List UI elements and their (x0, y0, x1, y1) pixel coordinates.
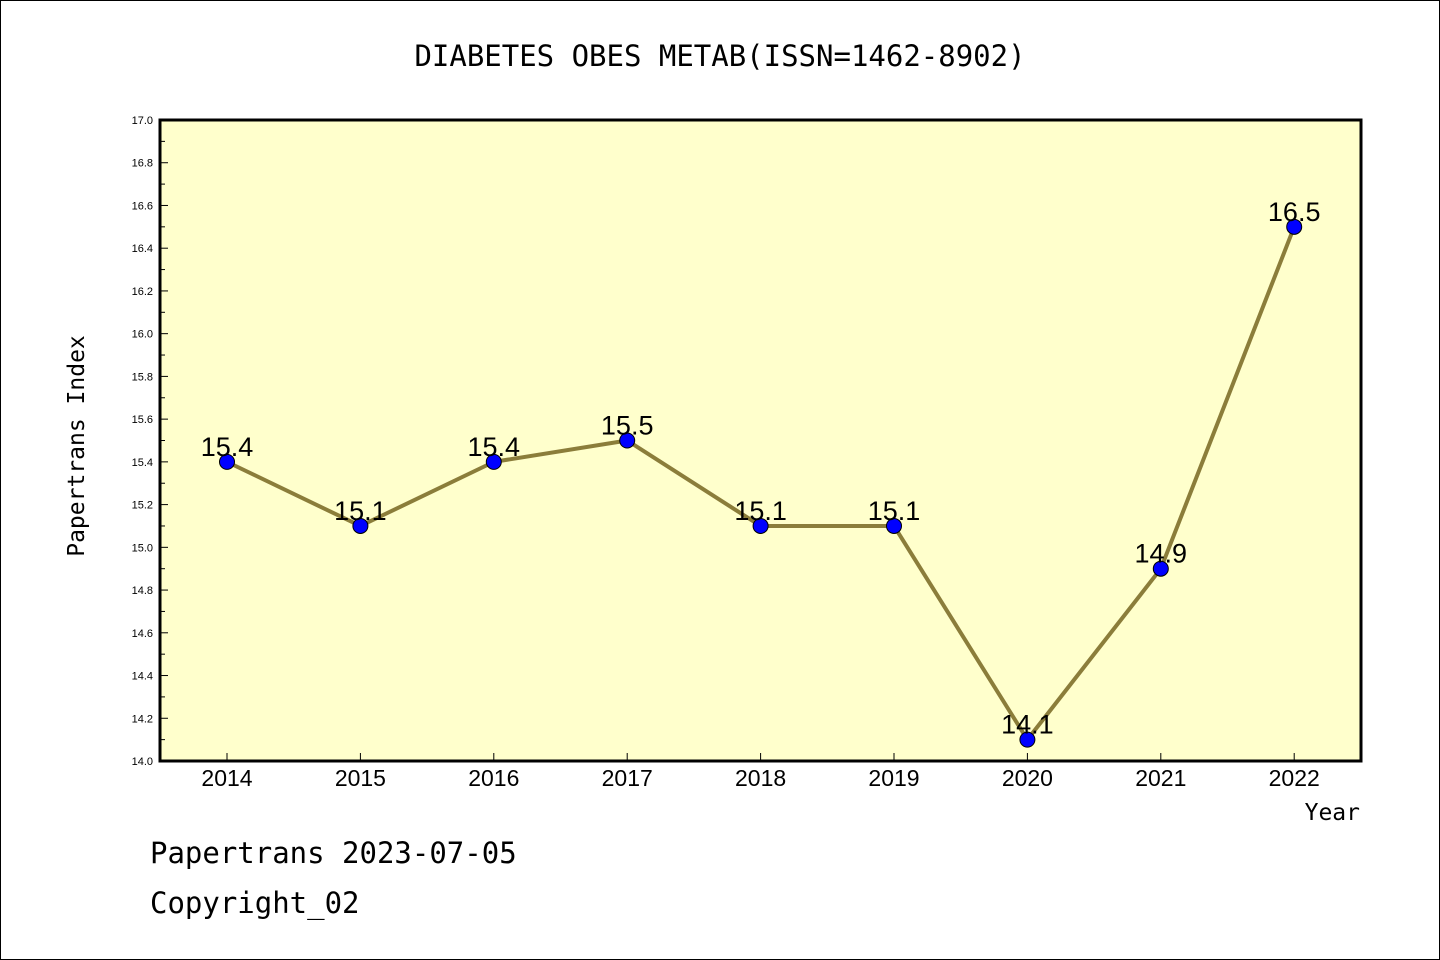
y-tick-label: 16.4 (132, 243, 153, 255)
data-label: 15.1 (868, 496, 921, 526)
y-tick-label: 15.0 (132, 542, 153, 554)
y-tick-label: 17.0 (132, 115, 153, 127)
x-tick-label: 2015 (335, 765, 386, 791)
plot-border (158, 118, 1363, 763)
x-tick-label: 2022 (1269, 765, 1320, 791)
y-tick-label: 15.4 (132, 457, 153, 469)
x-tick-label: 2018 (735, 765, 786, 791)
y-tick-label: 14.6 (132, 628, 153, 640)
data-point (886, 517, 902, 534)
y-tick-label: 14.2 (132, 713, 153, 725)
data-point (1019, 731, 1036, 748)
y-tick-label: 16.2 (132, 286, 153, 298)
data-label: 15.4 (201, 432, 254, 462)
y-tick-label: 14.8 (132, 585, 153, 597)
y-tick-label: 16.0 (132, 329, 153, 341)
data-label: 15.1 (734, 496, 787, 526)
y-tick-label: 14.4 (132, 671, 153, 683)
x-tick-label: 2019 (868, 765, 919, 791)
x-axis-ticks: 2014 2015 2016 2017 2018 2019 2020 2021 2022 (201, 753, 1320, 791)
y-tick-label: 16.8 (132, 158, 153, 170)
plot-area (160, 120, 1361, 761)
footer-date: Papertrans 2023-07-05 (150, 836, 517, 870)
footer-copyright: Copyright_02 (150, 886, 360, 920)
series-group: 15.4 15.1 15.4 15.5 15.1 15.1 14.1 14.9 16.5 (201, 197, 1321, 748)
y-tick-label: 14.0 (132, 756, 153, 768)
y-tick-label: 16.6 (132, 200, 153, 212)
x-axis-label: Year (1305, 800, 1360, 826)
data-point (219, 453, 235, 470)
data-label: 14.1 (1001, 710, 1054, 740)
y-tick-label: 15.6 (132, 414, 153, 426)
y-tick-label: 15.2 (132, 500, 153, 512)
y-axis-label: Papertrans Index (64, 335, 90, 557)
x-tick-label: 2014 (201, 765, 252, 791)
data-point (619, 432, 636, 449)
data-point (1152, 560, 1169, 577)
data-label: 15.5 (601, 411, 654, 441)
x-tick-label: 2016 (468, 765, 519, 791)
data-point (352, 517, 369, 534)
data-label: 16.5 (1268, 197, 1321, 227)
data-point (1286, 218, 1303, 235)
data-label: 15.4 (468, 432, 521, 462)
data-point (485, 453, 502, 470)
data-label: 14.9 (1135, 539, 1188, 569)
data-point (752, 517, 769, 534)
chart-title: DIABETES OBES METAB(ISSN=1462-8902) (414, 39, 1025, 73)
x-tick-label: 2017 (602, 765, 653, 791)
y-tick-label: 15.8 (132, 371, 153, 383)
x-tick-label: 2020 (1002, 765, 1053, 791)
data-label: 15.1 (334, 496, 387, 526)
x-tick-label: 2021 (1135, 765, 1186, 791)
